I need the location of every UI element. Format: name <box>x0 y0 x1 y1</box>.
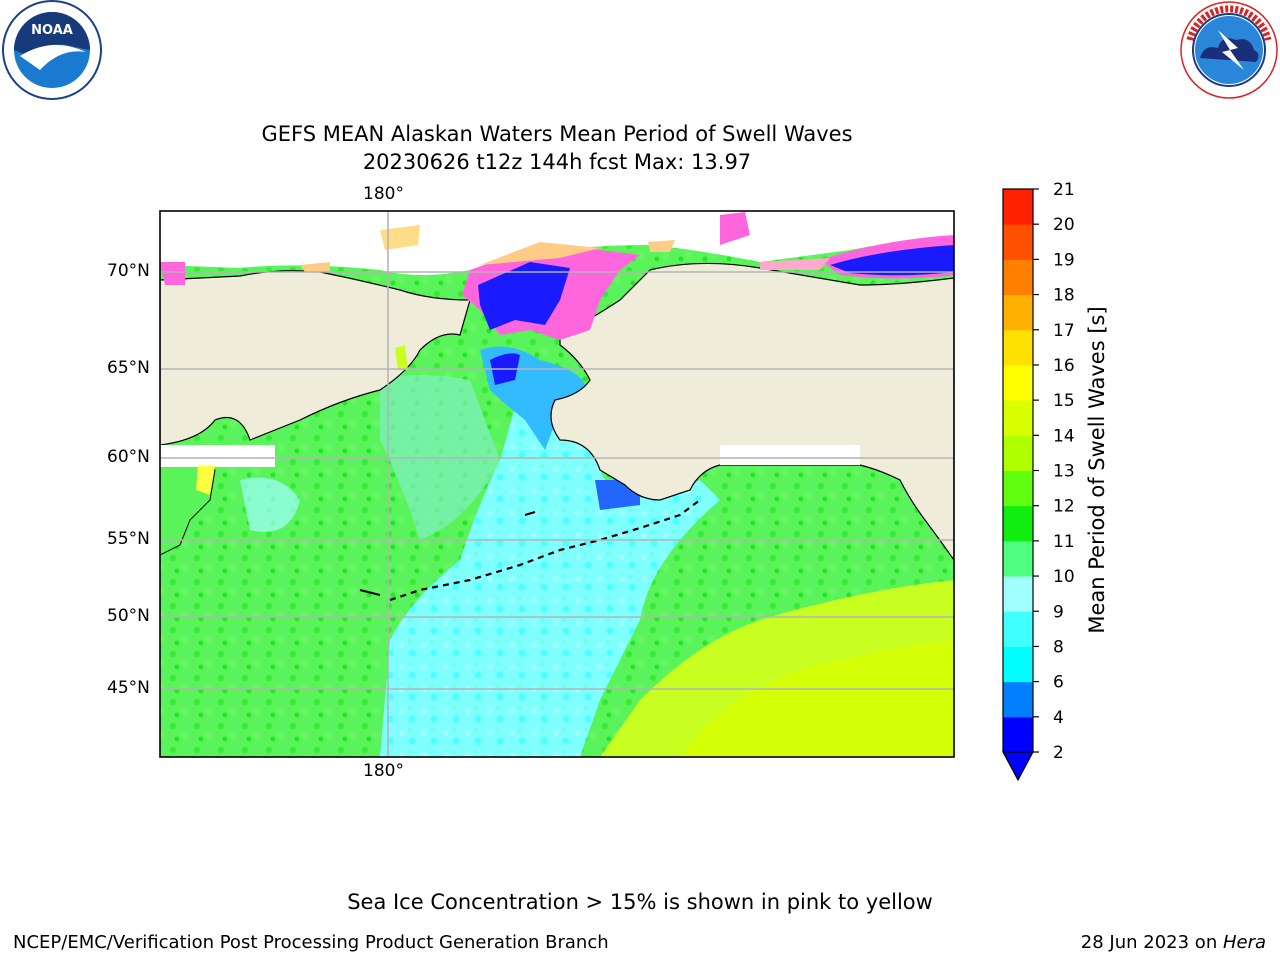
colorbar-extend-arrow <box>1001 751 1035 782</box>
colorbar-tick-label: 20 <box>1053 215 1075 235</box>
colorbar: 21 20 19 18 17 16 15 14 13 12 11 10 9 8 6 4 2 <box>1001 180 1075 782</box>
colorbar-tick-label: 4 <box>1053 708 1064 728</box>
colorbar-tick-label: 11 <box>1053 532 1075 552</box>
colorbar-title: Mean Period of Swell Waves [s] <box>1085 306 1109 634</box>
map-frame <box>159 210 955 758</box>
colorbar-segment <box>1003 189 1033 225</box>
gridlines <box>160 211 954 757</box>
colorbar-segment <box>1003 646 1033 683</box>
lat-label-65: 65°N <box>107 358 150 378</box>
colorbar-segment <box>1003 716 1033 753</box>
map-area <box>160 211 954 757</box>
colorbar-segment <box>1003 505 1033 542</box>
colorbar-tick-label: 12 <box>1053 497 1075 517</box>
colorbar-segment <box>1003 470 1033 507</box>
lat-label-50: 50°N <box>107 606 150 626</box>
colorbar-segment <box>1003 294 1033 331</box>
footer-date: 28 Jun 2023 on Hera <box>1081 932 1266 953</box>
colorbar-segment <box>1003 435 1033 471</box>
noaa-logo: NOAA <box>2 0 102 100</box>
chart-subtitle: 20230626 t12z 144h fcst Max: 13.97 <box>362 150 752 174</box>
colorbar-tick-label: 18 <box>1053 286 1075 306</box>
lat-label-45: 45°N <box>107 678 150 698</box>
lat-label-70: 70°N <box>107 261 150 281</box>
colorbar-segment <box>1003 576 1033 612</box>
colorbar-tick-label: 16 <box>1053 356 1075 376</box>
colorbar-segment <box>1003 329 1033 366</box>
colorbar-tick-label: 10 <box>1053 567 1075 587</box>
colorbar-tick-label: 17 <box>1053 321 1075 341</box>
colorbar-tick-label: 6 <box>1053 673 1064 693</box>
lon-label-bottom: 180° <box>363 761 404 781</box>
chart-title: GEFS MEAN Alaskan Waters Mean Period of … <box>261 122 853 146</box>
colorbar-segment <box>1003 259 1033 296</box>
sea-ice-note: Sea Ice Concentration > 15% is shown in … <box>347 890 933 914</box>
colorbar-tick-label: 14 <box>1053 426 1075 446</box>
colorbar-tick-label: 21 <box>1053 180 1075 200</box>
footer-credit: NCEP/EMC/Verification Post Processing Pr… <box>13 932 609 953</box>
colorbar-tick-label: 19 <box>1053 250 1075 270</box>
colorbar-tick-label: 2 <box>1053 743 1064 763</box>
colorbar-segment <box>1003 224 1033 260</box>
svg-text:NOAA: NOAA <box>31 23 73 38</box>
colorbar-tick-label: 15 <box>1053 391 1075 411</box>
colorbar-segment <box>1003 400 1033 436</box>
land-alaska <box>550 262 954 562</box>
lon-label-top: 180° <box>363 184 404 204</box>
colorbar-segment <box>1003 681 1033 718</box>
colorbar-segment <box>1003 611 1033 647</box>
footer-date-text: 28 Jun 2023 on <box>1080 932 1223 953</box>
colorbar-tick-label: 8 <box>1053 637 1064 657</box>
colorbar-tick-label: 13 <box>1053 462 1075 482</box>
nws-logo <box>1180 1 1278 99</box>
land-russia <box>160 211 471 446</box>
lat-label-60: 60°N <box>107 447 150 467</box>
footer-host: Hera <box>1222 932 1266 953</box>
aleutian-islands <box>389 499 701 602</box>
colorbar-segment <box>1003 364 1033 401</box>
lat-label-55: 55°N <box>107 529 150 549</box>
colorbar-segment <box>1003 540 1033 577</box>
colorbar-tick-label: 9 <box>1053 602 1064 622</box>
